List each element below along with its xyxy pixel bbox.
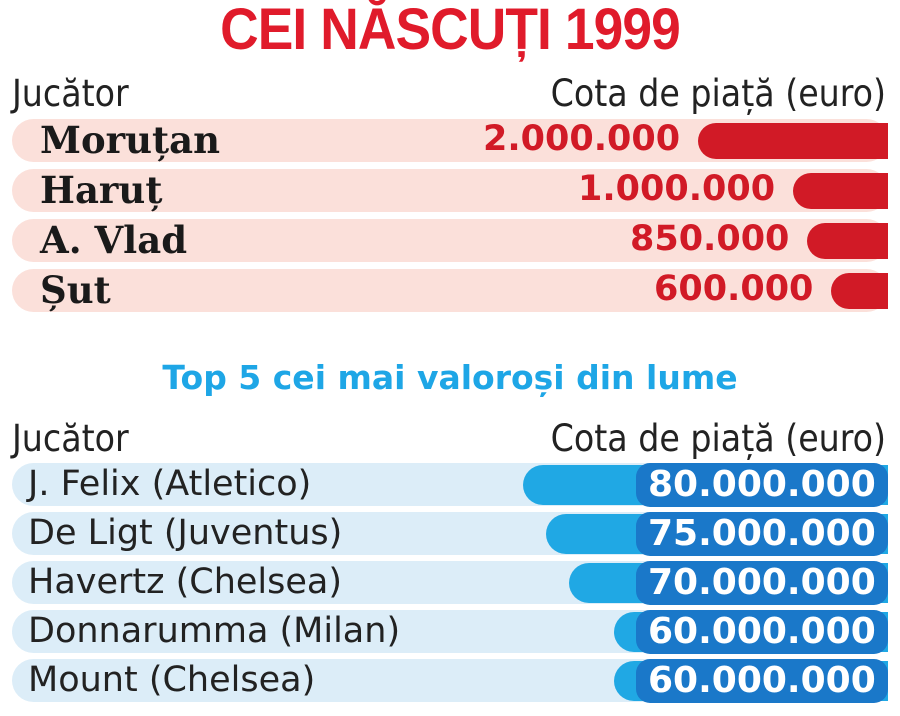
table-row: J. Felix (Atletico) 80.000.000: [12, 463, 888, 507]
table-row: De Ligt (Juventus) 75.000.000: [12, 512, 888, 556]
player-name-label: Mount (Chelsea): [28, 660, 316, 700]
value-label: 2.000.000: [483, 119, 681, 159]
value-label: 75.000.000: [636, 512, 888, 556]
value-label: 60.000.000: [636, 610, 888, 654]
value-label: 850.000: [630, 219, 790, 259]
bar-mark: [831, 273, 888, 309]
value-label: 70.000.000: [636, 561, 888, 605]
value-label: 1.000.000: [578, 169, 776, 209]
category-header-1999: Jucător: [12, 72, 129, 115]
category-header-top5: Jucător: [12, 417, 129, 460]
table-row: Haruț 1.000.000: [12, 169, 888, 212]
player-name-label: De Ligt (Juventus): [28, 513, 343, 553]
bar-mark: [793, 173, 888, 209]
player-name-label: Moruțan: [40, 118, 220, 162]
table-row: Șut 600.000: [12, 269, 888, 312]
bar-mark: [698, 123, 888, 159]
value-label: 60.000.000: [636, 659, 888, 703]
table-row: Donnarumma (Milan) 60.000.000: [12, 610, 888, 654]
player-name-label: A. Vlad: [40, 218, 188, 262]
table-row: Havertz (Chelsea) 70.000.000: [12, 561, 888, 605]
chart-title-1999: CEI NĂSCUȚI 1999: [220, 0, 681, 62]
table-row: Mount (Chelsea) 60.000.000: [12, 659, 888, 703]
value-label: 80.000.000: [636, 463, 888, 507]
player-name-label: J. Felix (Atletico): [28, 464, 312, 504]
value-header-top5: Cota de piață (euro): [550, 417, 886, 460]
player-name-label: Haruț: [40, 168, 163, 212]
table-row: A. Vlad 850.000: [12, 219, 888, 262]
player-name-label: Havertz (Chelsea): [28, 562, 343, 602]
value-header-1999: Cota de piață (euro): [550, 72, 886, 115]
table-row: Moruțan 2.000.000: [12, 119, 888, 162]
bar-mark: [807, 223, 888, 259]
chart-title-top5: Top 5 cei mai valoroși din lume: [162, 358, 738, 397]
player-name-label: Donnarumma (Milan): [28, 611, 401, 651]
player-name-label: Șut: [40, 268, 111, 312]
value-label: 600.000: [654, 269, 814, 309]
